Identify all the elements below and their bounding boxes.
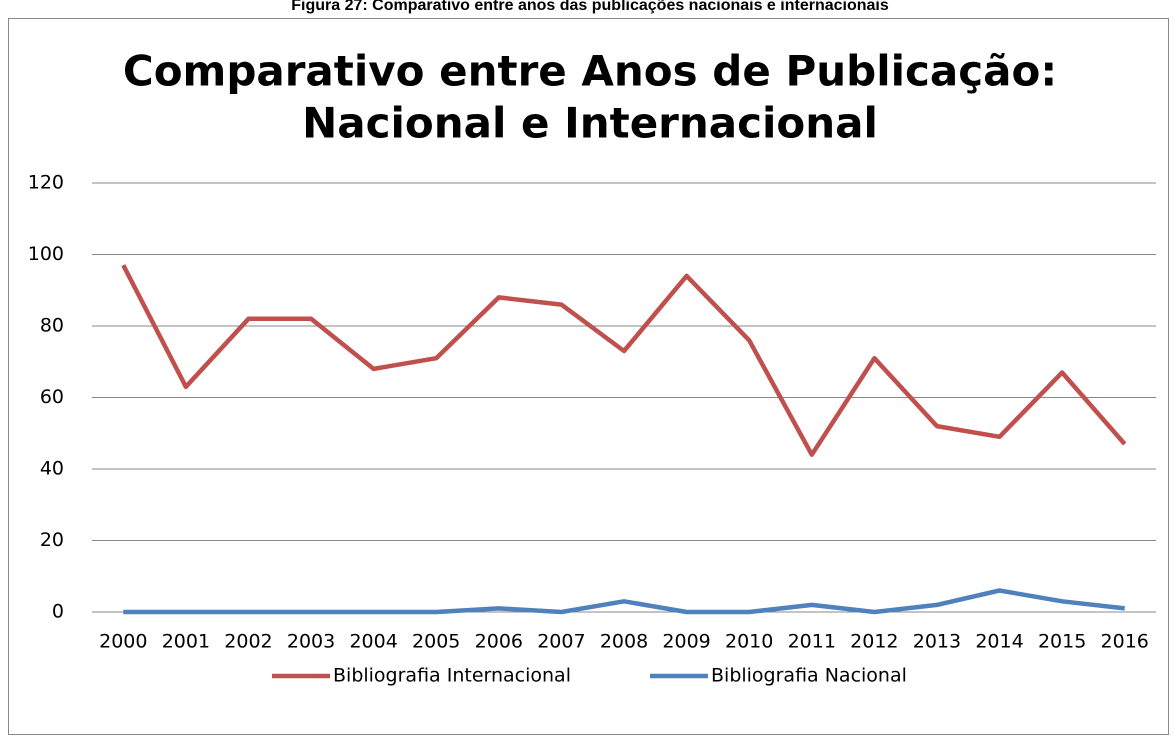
x-tick-label: 2001 [162,631,210,653]
y-tick-label: 80 [40,315,64,337]
y-tick-label: 100 [28,243,64,265]
x-tick-label: 2003 [287,631,335,653]
x-tick-label: 2007 [537,631,585,653]
x-tick-label: 2013 [913,631,961,653]
legend-label: Bibliografia Nacional [711,665,907,687]
x-tick-label: 2014 [975,631,1023,653]
x-tick-label: 2006 [475,631,523,653]
x-tick-label: 2012 [850,631,898,653]
x-tick-label: 2009 [662,631,710,653]
y-tick-label: 120 [28,172,64,194]
figure-caption: Figura 27: Comparativo entre anos das pu… [291,0,889,14]
x-tick-label: 2010 [725,631,773,653]
data-line [121,264,1127,457]
chart-title: Nacional e Internacional [302,99,878,148]
x-tick-label: 2015 [1038,631,1086,653]
x-tick-label: 2008 [600,631,648,653]
chart-title: Comparativo entre Anos de Publicação: [123,47,1057,96]
x-tick-label: 2005 [412,631,460,653]
y-tick-label: 20 [40,529,64,551]
x-tick-label: 2002 [224,631,272,653]
chart-frame [8,18,1169,735]
x-tick-label: 2011 [788,631,836,653]
legend-label: Bibliografia Internacional [333,665,571,687]
x-tick-label: 2016 [1101,631,1149,653]
x-tick-label: 2004 [349,631,397,653]
data-line [123,588,1125,615]
y-tick-label: 0 [52,601,64,623]
y-tick-label: 40 [40,458,64,480]
y-tick-label: 60 [40,386,64,408]
x-tick-label: 2000 [99,631,147,653]
